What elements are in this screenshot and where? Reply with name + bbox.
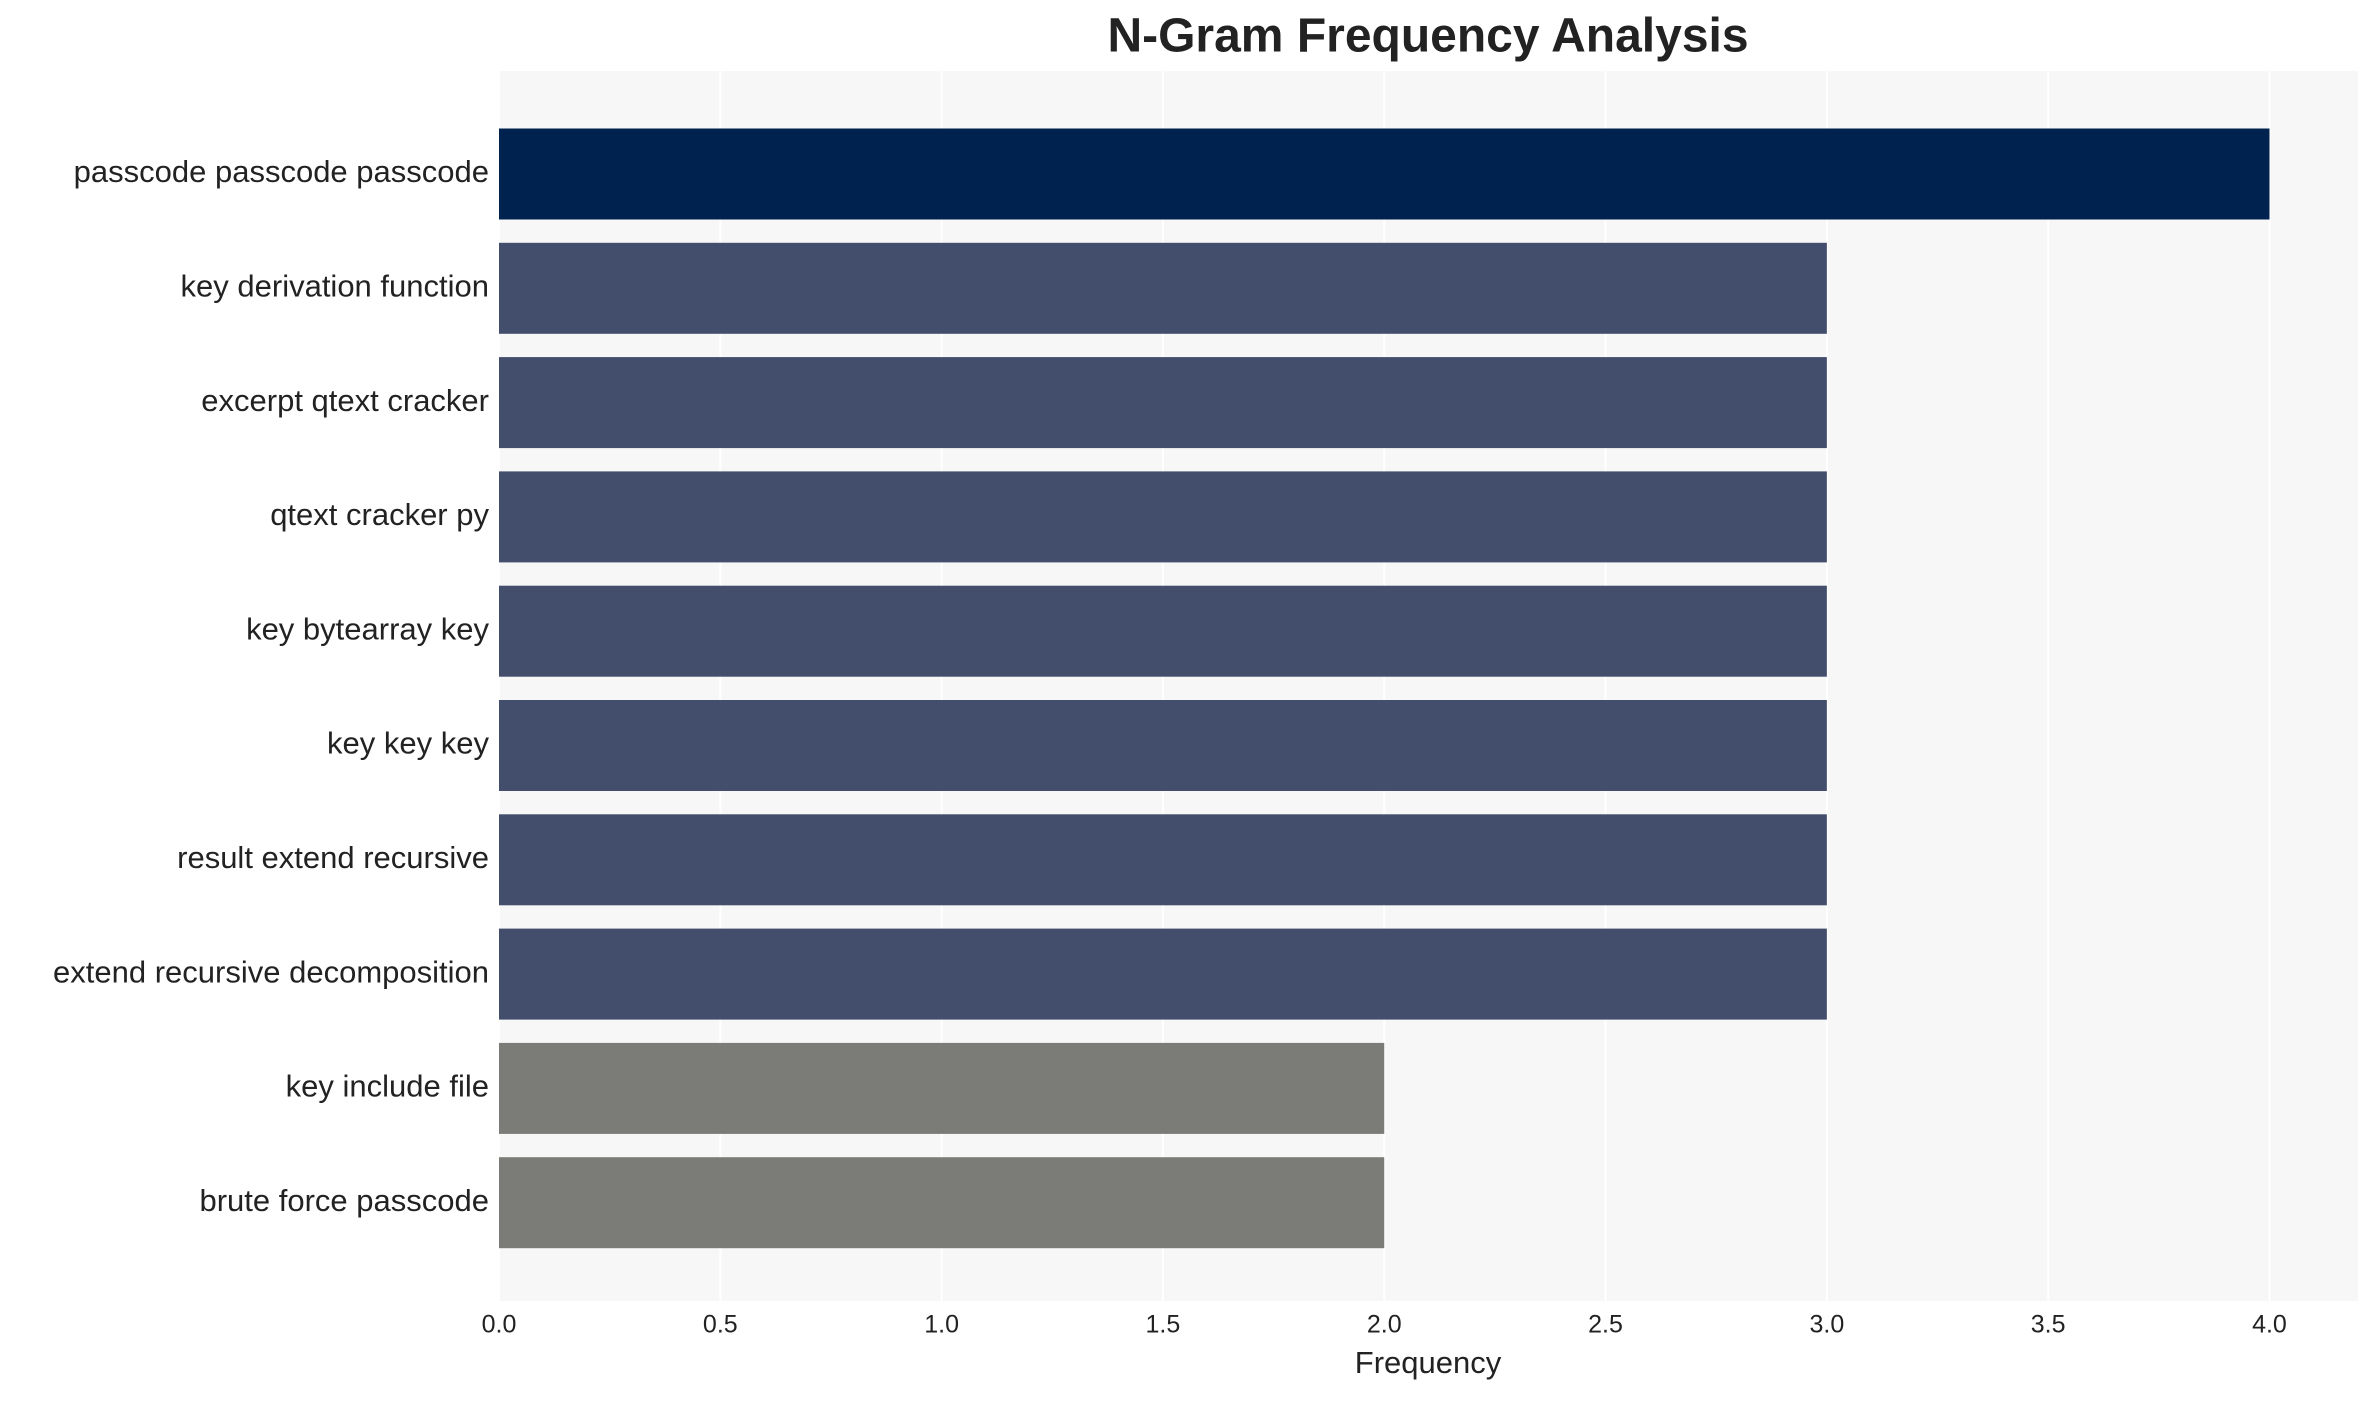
x-tick-label: 3.0 [1809, 1311, 1844, 1339]
y-tick-label: key bytearray key [246, 611, 489, 646]
chart-title: N-Gram Frequency Analysis [1107, 10, 1748, 63]
y-tick-label: extend recursive decomposition [53, 954, 489, 989]
bar [499, 928, 1827, 1020]
y-tick-label: result extend recursive [177, 840, 489, 875]
y-tick-label: excerpt qtext cracker [201, 383, 489, 418]
x-tick-label: 2.5 [1588, 1311, 1623, 1339]
x-tick-label: 4.0 [2252, 1311, 2287, 1339]
x-tick-label: 0.0 [482, 1311, 517, 1339]
bar [499, 128, 2270, 220]
bar [499, 700, 1827, 791]
x-tick-label: 2.0 [1367, 1311, 1402, 1339]
bar [499, 471, 1827, 563]
y-tick-label: brute force passcode [199, 1183, 489, 1218]
y-tick-label: passcode passcode passcode [74, 154, 489, 189]
bar [499, 585, 1827, 677]
bar [499, 1042, 1385, 1134]
bar [499, 1157, 1385, 1249]
x-tick-label: 1.0 [924, 1311, 959, 1339]
x-tick-label: 3.5 [2031, 1311, 2066, 1339]
x-axis-label: Frequency [1355, 1345, 1502, 1380]
bar [499, 357, 1827, 449]
x-tick-label: 1.5 [1146, 1311, 1181, 1339]
y-tick-label: key include file [286, 1069, 489, 1104]
bar [499, 242, 1827, 334]
y-tick-label: key key key [327, 726, 489, 761]
y-tick-label: qtext cracker py [270, 497, 489, 532]
bar [499, 814, 1827, 906]
y-tick-label: key derivation function [181, 268, 489, 303]
x-tick-label: 0.5 [703, 1311, 738, 1339]
